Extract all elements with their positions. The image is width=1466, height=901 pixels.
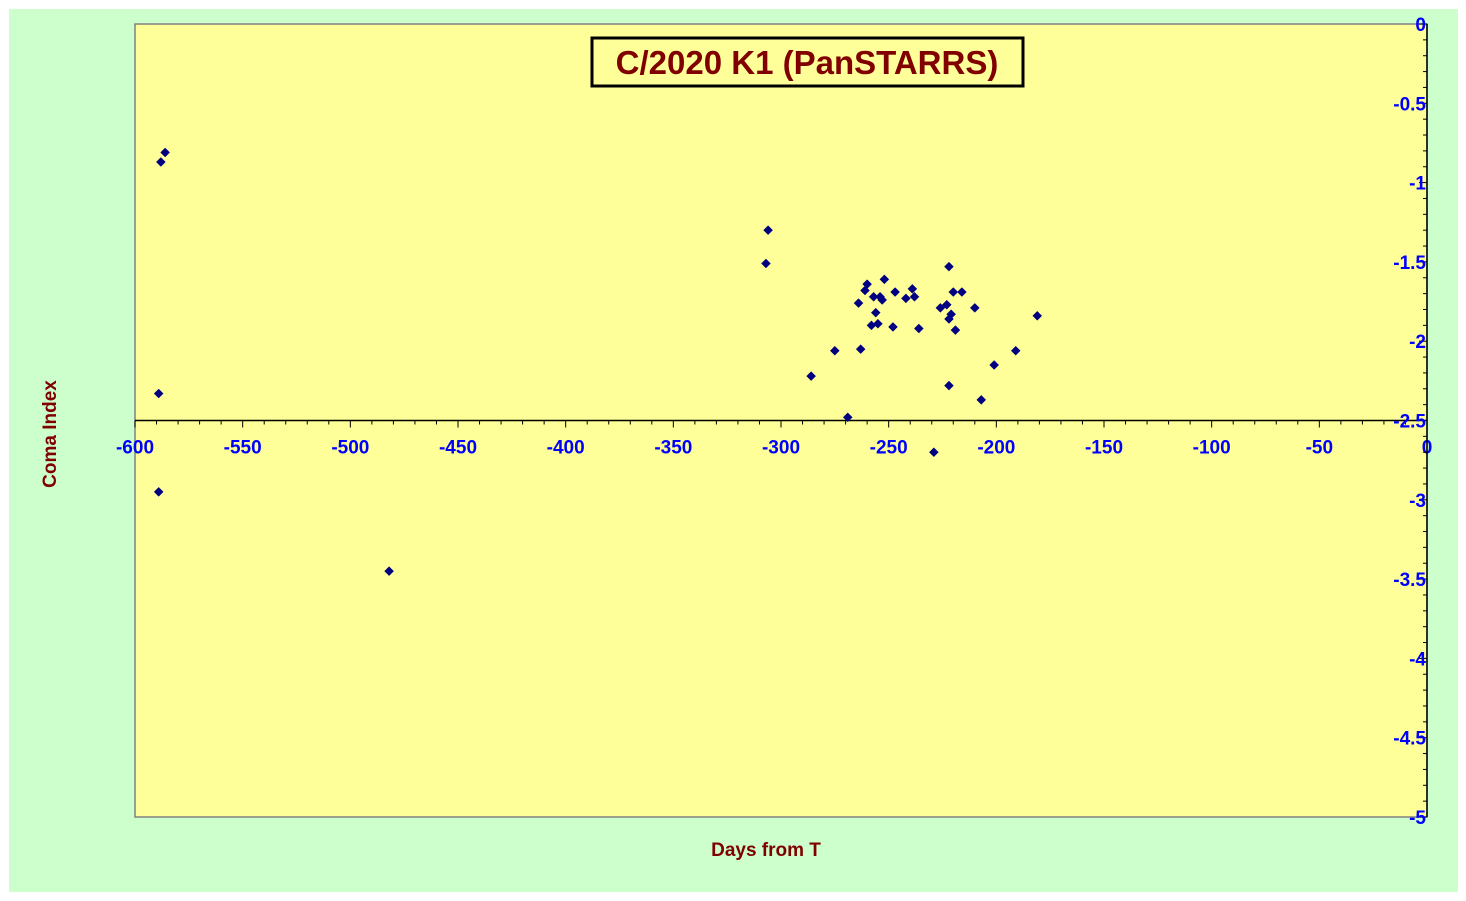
x-tick-label: -150	[1085, 438, 1123, 459]
chart-title-frame	[590, 36, 1025, 88]
data-point	[989, 360, 1000, 370]
y-axis-title: Coma Index	[40, 380, 61, 488]
data-point	[1032, 310, 1043, 321]
data-point	[873, 318, 883, 329]
data-point	[155, 157, 166, 167]
y-tick-label: -0.5	[1393, 94, 1426, 115]
x-tick-label: -500	[331, 438, 369, 459]
x-tick-label: -200	[977, 438, 1015, 459]
x-tick-label: -50	[1306, 438, 1333, 459]
data-point	[384, 566, 394, 577]
x-axis: -600 -550 -500 -450 -400 -350 -300 -250 -200 -150…	[116, 419, 1432, 459]
x-axis-title: Days from T	[711, 840, 821, 861]
data-point	[829, 345, 840, 356]
y-tick-label: -3.5	[1393, 570, 1426, 591]
data-point	[879, 274, 890, 285]
data-point	[950, 325, 961, 335]
data-point	[901, 293, 911, 304]
y-tick-label: -4.5	[1393, 729, 1426, 750]
data-point	[944, 380, 954, 391]
data-point	[1010, 345, 1021, 356]
x-tick-label: -550	[224, 438, 262, 459]
data-point	[946, 309, 956, 320]
data-point	[890, 287, 900, 297]
y-tick-label: -1.5	[1393, 253, 1426, 274]
x-tick-label: -250	[870, 438, 908, 459]
data-point	[913, 323, 924, 334]
data-point	[855, 344, 866, 354]
x-tick-label: -300	[762, 438, 800, 459]
data-point	[806, 371, 817, 381]
data-point	[153, 487, 164, 497]
data-point	[969, 303, 980, 313]
data-point	[761, 258, 771, 269]
data-point	[935, 303, 946, 313]
data-point	[976, 395, 987, 405]
data-point	[907, 284, 918, 294]
y-tick-label: -2	[1409, 332, 1426, 353]
y-axis: 0 -0.5 -1 -1.5 -2 -2.5 -3 -3.5 -4 -4.5 -5	[1393, 15, 1428, 829]
chart-area: -600 -550 -500 -450 -400 -350 -300 -250 -200 -150…	[9, 9, 1458, 892]
x-tick-label: -400	[547, 438, 585, 459]
y-tick-label: -5	[1409, 808, 1426, 829]
data-points	[153, 147, 1043, 577]
y-tick-label: -3	[1409, 491, 1426, 512]
y-tick-label: -1	[1409, 174, 1426, 195]
y-tick-label: -4	[1409, 649, 1426, 670]
y-tick-label: -2.5	[1393, 412, 1426, 433]
data-point	[957, 287, 967, 297]
x-tick-label: -350	[654, 438, 692, 459]
x-tick-label: -100	[1193, 438, 1231, 459]
x-tick-label: -450	[439, 438, 477, 459]
data-point	[929, 447, 939, 458]
data-point	[888, 322, 898, 332]
chart-title-box: C/2020 K1 (PanSTARRS)	[590, 36, 1025, 88]
data-point	[868, 291, 879, 302]
y-tick-label: 0	[1415, 15, 1426, 36]
data-point	[862, 279, 872, 289]
data-point	[842, 412, 853, 423]
data-point	[944, 261, 954, 272]
data-point	[948, 287, 959, 297]
scatter-chart: -600 -550 -500 -450 -400 -350 -300 -250 -200 -150…	[40, 15, 1432, 861]
data-point	[160, 147, 171, 158]
data-point	[909, 291, 920, 302]
data-point	[153, 388, 164, 399]
x-tick-label: -600	[116, 438, 154, 459]
data-point	[870, 307, 881, 318]
data-point	[941, 299, 952, 310]
data-point	[877, 295, 888, 305]
data-point	[853, 298, 864, 308]
data-point	[763, 225, 773, 236]
chart-title: C/2020 K1 (PanSTARRS)	[616, 44, 999, 81]
